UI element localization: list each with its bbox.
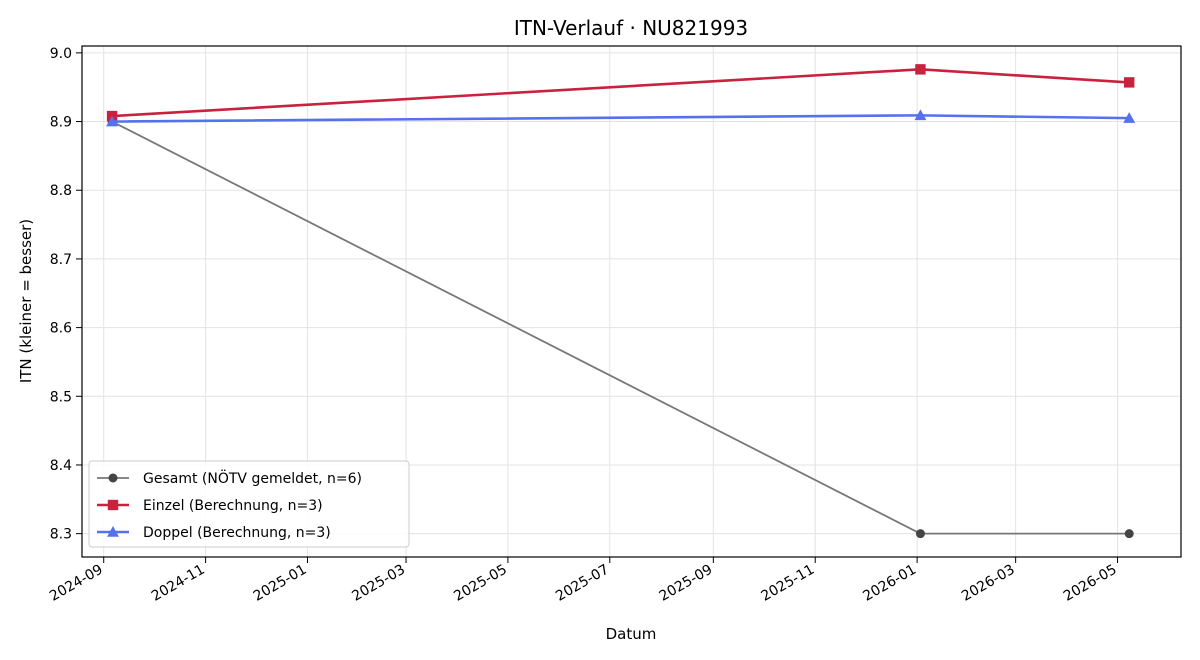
series-line bbox=[112, 114, 1130, 123]
legend-label: Gesamt (NÖTV gemeldet, n=6) bbox=[143, 469, 362, 487]
legend-marker bbox=[108, 473, 118, 483]
legend-item: Doppel (Berechnung, n=3) bbox=[97, 525, 331, 541]
legend: Gesamt (NÖTV gemeldet, n=6) Einzel (Berec… bbox=[88, 460, 410, 548]
y-tick-label: 8.5 bbox=[50, 389, 72, 405]
legend-marker bbox=[107, 499, 119, 511]
legend-label: Einzel (Berechnung, n=3) bbox=[143, 498, 323, 514]
legend-item: Gesamt (NÖTV gemeldet, n=6) bbox=[97, 469, 362, 487]
x-axis: 2024-09 2024-11 2025-01 2025-03 2025-05 2025-… bbox=[47, 557, 1120, 605]
series-line bbox=[111, 68, 1130, 118]
x-tick-label: 2026-03 bbox=[959, 562, 1018, 605]
data-point bbox=[915, 64, 926, 75]
y-axis: 8.3 8.4 8.5 8.6 8.7 8.8 8.9 9.0 bbox=[50, 46, 82, 543]
grid-layer bbox=[82, 46, 1181, 557]
x-tick-label: 2025-11 bbox=[759, 562, 818, 605]
x-tick-label: 2024-11 bbox=[149, 562, 208, 605]
x-tick-label: 2025-07 bbox=[553, 562, 612, 605]
x-axis-title: Datum bbox=[606, 625, 657, 643]
legend-item: Einzel (Berechnung, n=3) bbox=[97, 498, 323, 514]
data-point bbox=[914, 109, 927, 121]
x-tick-label: 2025-01 bbox=[251, 562, 310, 605]
data-point bbox=[1123, 112, 1136, 123]
x-tick-label: 2025-05 bbox=[451, 562, 510, 605]
y-tick-label: 8.6 bbox=[50, 321, 72, 337]
chart-title: ITN-Verlauf · NU821993 bbox=[514, 16, 748, 40]
y-tick-label: 8.3 bbox=[50, 527, 72, 543]
data-point bbox=[1124, 77, 1135, 88]
x-tick-label: 2024-09 bbox=[47, 562, 106, 605]
y-tick-label: 8.4 bbox=[50, 458, 72, 474]
legend-box bbox=[88, 460, 410, 548]
series-layer bbox=[106, 64, 1136, 539]
data-point bbox=[106, 115, 119, 127]
data-point bbox=[1124, 529, 1134, 539]
legend-label: Doppel (Berechnung, n=3) bbox=[143, 525, 331, 541]
series-3 bbox=[106, 109, 1136, 127]
y-tick-label: 8.9 bbox=[50, 115, 72, 131]
y-tick-label: 8.7 bbox=[50, 252, 72, 268]
x-tick-label: 2026-05 bbox=[1061, 562, 1120, 605]
series-2 bbox=[106, 64, 1135, 122]
data-point bbox=[915, 529, 925, 539]
plot-frame bbox=[81, 45, 1182, 558]
legend-marker bbox=[107, 526, 119, 537]
x-tick-label: 2026-01 bbox=[860, 562, 919, 605]
y-axis-title: ITN (kleiner = besser) bbox=[17, 219, 35, 383]
y-tick-label: 9.0 bbox=[50, 46, 72, 62]
x-tick-label: 2025-03 bbox=[349, 562, 408, 605]
x-tick-label: 2025-09 bbox=[657, 562, 716, 605]
y-tick-label: 8.8 bbox=[50, 183, 72, 199]
